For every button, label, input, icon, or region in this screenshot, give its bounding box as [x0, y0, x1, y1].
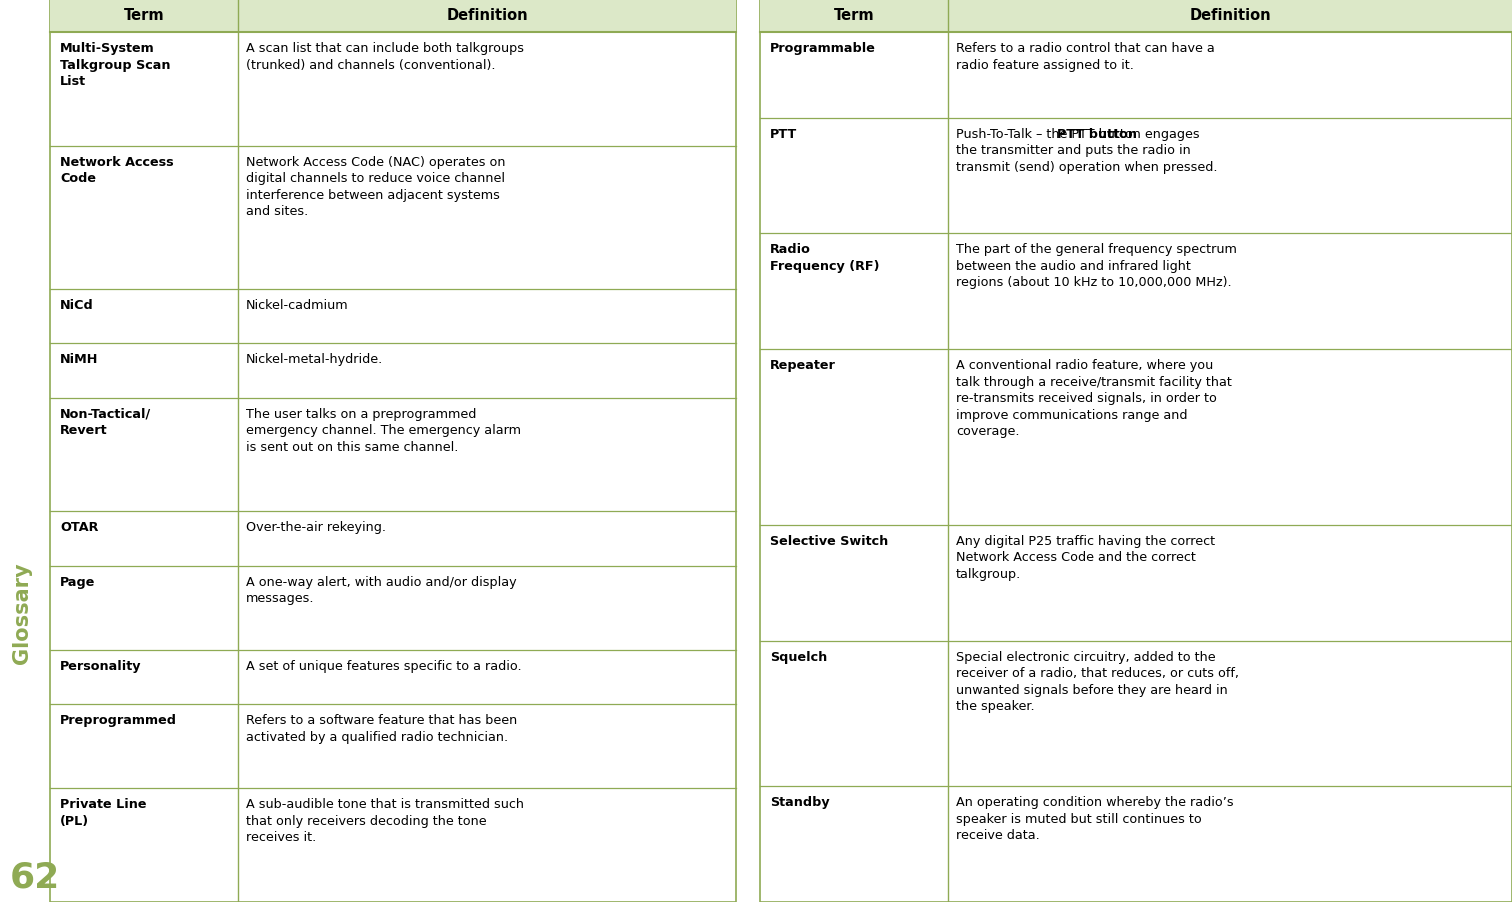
Text: Non-Tactical/
Revert: Non-Tactical/ Revert	[60, 408, 151, 437]
Text: Selective Switch: Selective Switch	[770, 535, 888, 548]
Text: Nickel-metal-hydride.: Nickel-metal-hydride.	[246, 354, 383, 366]
Text: Network Access Code (NAC) operates on
digital channels to reduce voice channel
i: Network Access Code (NAC) operates on di…	[246, 155, 505, 218]
Text: A one-way alert, with audio and/or display
messages.: A one-way alert, with audio and/or displ…	[246, 575, 517, 605]
Text: Personality: Personality	[60, 660, 142, 673]
Text: Push-To-Talk – the PTT button engages
the transmitter and puts the radio in
tran: Push-To-Talk – the PTT button engages th…	[956, 128, 1217, 173]
Text: Definition: Definition	[1188, 8, 1270, 23]
Bar	[761, 0, 1512, 32]
Text: Over-the-air rekeying.: Over-the-air rekeying.	[246, 521, 386, 534]
Text: Multi-System
Talkgroup Scan
List: Multi-System Talkgroup Scan List	[60, 42, 171, 88]
Text: Glossary: Glossary	[12, 563, 32, 664]
Text: Definition: Definition	[446, 8, 528, 23]
Text: Term: Term	[124, 8, 165, 23]
Text: NiCd: NiCd	[60, 299, 94, 311]
Text: Special electronic circuitry, added to the
receiver of a radio, that reduces, or: Special electronic circuitry, added to t…	[956, 650, 1238, 713]
Text: An operating condition whereby the radio’s
speaker is muted but still continues : An operating condition whereby the radio…	[956, 796, 1234, 842]
Text: Radio
Frequency (RF): Radio Frequency (RF)	[770, 244, 880, 272]
Text: Programmable: Programmable	[770, 42, 875, 55]
Text: Nickel-cadmium: Nickel-cadmium	[246, 299, 349, 311]
Text: PTT: PTT	[770, 128, 797, 141]
Text: Standby: Standby	[770, 796, 830, 809]
Text: A conventional radio feature, where you
talk through a receive/transmit facility: A conventional radio feature, where you …	[956, 359, 1232, 438]
Text: Refers to a software feature that has been
activated by a qualified radio techni: Refers to a software feature that has be…	[246, 714, 517, 744]
Text: Refers to a radio control that can have a
radio feature assigned to it.: Refers to a radio control that can have …	[956, 42, 1214, 71]
Bar	[761, 0, 1512, 902]
Text: OTAR: OTAR	[60, 521, 98, 534]
Text: Page: Page	[60, 575, 95, 589]
Text: Preprogrammed: Preprogrammed	[60, 714, 177, 727]
Text: PTT button: PTT button	[1057, 128, 1137, 141]
Text: Any digital P25 traffic having the correct
Network Access Code and the correct
t: Any digital P25 traffic having the corre…	[956, 535, 1216, 581]
Text: A sub-audible tone that is transmitted such
that only receivers decoding the ton: A sub-audible tone that is transmitted s…	[246, 798, 525, 844]
Text: NiMH: NiMH	[60, 354, 98, 366]
Text: Network Access
Code: Network Access Code	[60, 155, 174, 185]
Bar	[50, 0, 736, 32]
Text: Repeater: Repeater	[770, 359, 836, 372]
Text: 62: 62	[11, 860, 60, 894]
Text: Squelch: Squelch	[770, 650, 827, 664]
Text: A set of unique features specific to a radio.: A set of unique features specific to a r…	[246, 660, 522, 673]
Text: Private Line
(PL): Private Line (PL)	[60, 798, 147, 828]
Text: Term: Term	[833, 8, 874, 23]
Text: The user talks on a preprogrammed
emergency channel. The emergency alarm
is sent: The user talks on a preprogrammed emerge…	[246, 408, 522, 454]
Text: The part of the general frequency spectrum
between the audio and infrared light
: The part of the general frequency spectr…	[956, 244, 1237, 290]
Text: A scan list that can include both talkgroups
(trunked) and channels (conventiona: A scan list that can include both talkgr…	[246, 42, 525, 71]
Bar	[50, 0, 736, 902]
